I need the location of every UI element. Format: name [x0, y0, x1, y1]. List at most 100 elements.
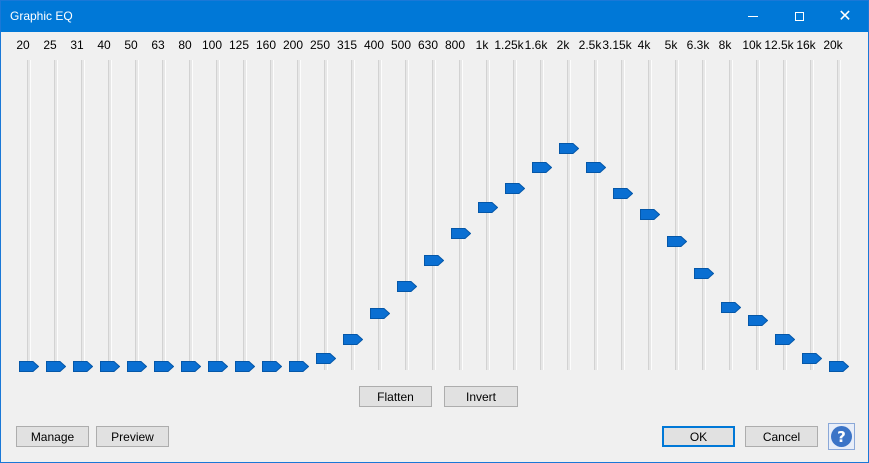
flatten-button[interactable]: Flatten — [359, 386, 432, 407]
minimize-button[interactable] — [730, 1, 776, 32]
slider-thumb[interactable] — [181, 360, 201, 372]
slider-track[interactable] — [216, 60, 220, 370]
slider-track[interactable] — [513, 60, 517, 370]
slider-thumb[interactable] — [46, 360, 66, 372]
band-label: 6.3k — [686, 38, 710, 52]
band-label: 250 — [309, 38, 331, 52]
slider-thumb[interactable] — [316, 352, 336, 364]
slider-thumb[interactable] — [748, 315, 768, 327]
slider-track[interactable] — [108, 60, 112, 370]
slider-track[interactable] — [621, 60, 625, 370]
slider-thumb[interactable] — [829, 360, 849, 372]
slider-thumb[interactable] — [667, 235, 687, 247]
slider-thumb[interactable] — [73, 360, 93, 372]
slider-track[interactable] — [783, 60, 787, 370]
slider-thumb[interactable] — [343, 334, 363, 345]
slider-thumb[interactable] — [721, 302, 741, 314]
slider-thumb[interactable] — [451, 228, 471, 239]
slider-thumb[interactable] — [262, 360, 282, 372]
band-label: 8k — [718, 38, 732, 52]
slider-track[interactable] — [135, 60, 139, 370]
band-label: 4k — [637, 38, 651, 52]
slider-thumb[interactable] — [694, 267, 714, 279]
slider-thumb[interactable] — [586, 161, 606, 173]
band-label: 800 — [444, 38, 466, 52]
slider-track[interactable] — [81, 60, 85, 370]
slider-track[interactable] — [351, 60, 355, 370]
band-label: 125 — [228, 38, 250, 52]
band-label: 20 — [16, 38, 30, 52]
band-label: 2.5k — [578, 38, 602, 52]
equalizer-sliders: 20 25 31 40 50 63 80 100 125 160 200 250 315 400 500 63… — [1, 32, 868, 372]
band-label: 3.15k — [602, 38, 632, 52]
band-label: 20k — [823, 38, 843, 52]
invert-button[interactable]: Invert — [444, 386, 518, 407]
band-label: 40 — [97, 38, 111, 52]
slider-track[interactable] — [324, 60, 328, 370]
slider-track[interactable] — [675, 60, 679, 370]
minimize-icon — [748, 16, 758, 17]
slider-thumb[interactable] — [640, 209, 660, 221]
band-label: 315 — [336, 38, 358, 52]
band-label: 25 — [43, 38, 57, 52]
band-label: 10k — [742, 38, 762, 52]
slider-thumb[interactable] — [532, 161, 552, 173]
slider-thumb[interactable] — [208, 360, 228, 372]
slider-track[interactable] — [756, 60, 760, 370]
slider-track[interactable] — [567, 60, 571, 370]
slider-track[interactable] — [27, 60, 31, 370]
help-button[interactable]: ? — [828, 423, 855, 450]
slider-thumb[interactable] — [775, 334, 795, 345]
maximize-button[interactable] — [776, 1, 822, 32]
slider-track[interactable] — [162, 60, 166, 370]
band-label: 200 — [282, 38, 304, 52]
preview-button[interactable]: Preview — [96, 426, 169, 447]
slider-track[interactable] — [810, 60, 814, 370]
band-label: 100 — [201, 38, 223, 52]
slider-thumb[interactable] — [127, 360, 147, 372]
ok-button[interactable]: OK — [662, 426, 735, 447]
close-icon: ✕ — [838, 7, 852, 25]
slider-track[interactable] — [594, 60, 598, 370]
slider-track[interactable] — [540, 60, 544, 370]
slider-thumb[interactable] — [289, 360, 309, 372]
band-label: 1.25k — [494, 38, 524, 52]
slider-track[interactable] — [432, 60, 436, 370]
band-label: 5k — [664, 38, 678, 52]
slider-track[interactable] — [405, 60, 409, 370]
manage-button[interactable]: Manage — [16, 426, 89, 447]
slider-track[interactable] — [486, 60, 490, 370]
slider-thumb[interactable] — [397, 281, 417, 292]
slider-thumb[interactable] — [802, 352, 822, 364]
slider-thumb[interactable] — [19, 360, 39, 372]
close-button[interactable]: ✕ — [822, 1, 868, 32]
band-label: 630 — [417, 38, 439, 52]
slider-track[interactable] — [270, 60, 274, 370]
slider-track[interactable] — [702, 60, 706, 370]
cancel-button[interactable]: Cancel — [745, 426, 818, 447]
slider-thumb[interactable] — [505, 182, 525, 194]
slider-thumb[interactable] — [100, 360, 120, 372]
slider-thumb[interactable] — [154, 360, 174, 372]
slider-thumb[interactable] — [478, 201, 498, 213]
slider-thumb[interactable] — [235, 360, 255, 372]
slider-thumb[interactable] — [424, 254, 444, 266]
slider-thumb[interactable] — [370, 307, 390, 319]
slider-thumb[interactable] — [559, 143, 579, 155]
slider-track[interactable] — [243, 60, 247, 370]
slider-track[interactable] — [837, 60, 841, 370]
slider-track[interactable] — [297, 60, 301, 370]
band-label: 500 — [390, 38, 412, 52]
band-label: 1.6k — [524, 38, 548, 52]
band-label: 63 — [151, 38, 165, 52]
slider-track[interactable] — [378, 60, 382, 370]
slider-track[interactable] — [189, 60, 193, 370]
band-label: 160 — [255, 38, 277, 52]
slider-track[interactable] — [54, 60, 58, 370]
slider-track[interactable] — [459, 60, 463, 370]
band-label: 50 — [124, 38, 138, 52]
slider-thumb[interactable] — [613, 188, 633, 200]
slider-track[interactable] — [729, 60, 733, 370]
band-label: 2k — [556, 38, 570, 52]
